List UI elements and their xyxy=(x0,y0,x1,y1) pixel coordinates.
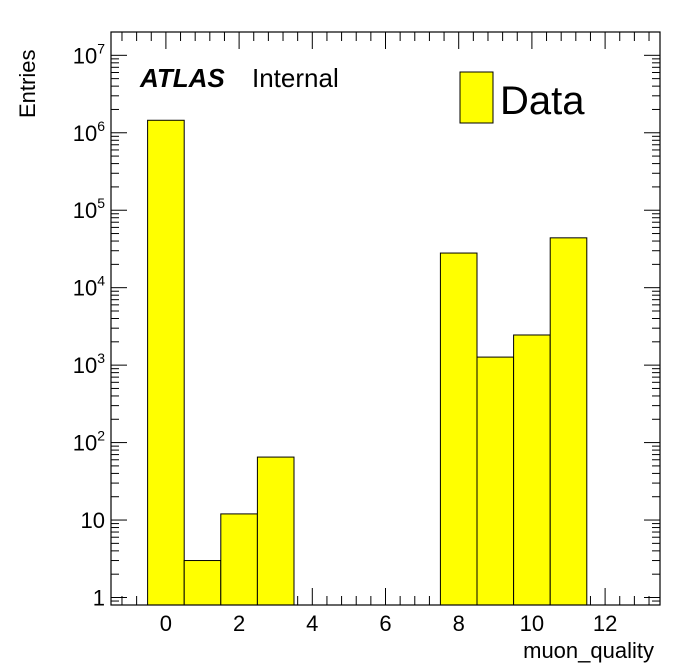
y-tick-label: 104 xyxy=(73,273,105,301)
legend-label: Data xyxy=(500,79,585,123)
histogram-bars xyxy=(147,119,588,606)
histogram-bar xyxy=(147,119,185,606)
histogram-bar xyxy=(439,252,478,606)
y-tick-label: 10 xyxy=(81,508,105,533)
y-tick-label: 102 xyxy=(73,428,105,456)
atlas-brand-text: ATLAS xyxy=(139,63,225,93)
x-tick-labels: 0 2 4 6 8 10 12 xyxy=(160,611,618,636)
histogram-bar xyxy=(476,356,515,606)
histogram-bar xyxy=(549,237,588,606)
x-tick-label: 4 xyxy=(306,611,318,636)
y-tick-label: 103 xyxy=(73,350,105,378)
y-tick-label: 106 xyxy=(73,118,105,146)
y-tick-label: 105 xyxy=(73,195,105,223)
x-tick-label: 12 xyxy=(593,611,617,636)
atlas-label: ATLAS Internal xyxy=(139,63,339,93)
histogram-bar xyxy=(513,334,551,606)
legend: Data xyxy=(459,71,585,124)
atlas-status-text: Internal xyxy=(252,63,339,93)
y-tick-label: 1 xyxy=(93,585,105,610)
y-tick-labels: 1 10 102 103 104 105 106 107 xyxy=(73,40,105,610)
histogram-bar xyxy=(220,513,258,606)
x-axis-title: muon_quality xyxy=(523,638,654,663)
y-tick-label: 107 xyxy=(73,40,105,68)
x-tick-label: 10 xyxy=(520,611,544,636)
x-tick-label: 6 xyxy=(379,611,391,636)
histogram-bar xyxy=(256,456,295,606)
x-tick-label: 2 xyxy=(233,611,245,636)
histogram-bar xyxy=(183,560,222,606)
x-tick-label: 0 xyxy=(160,611,172,636)
y-axis-title: Entries xyxy=(15,50,40,118)
x-tick-label: 8 xyxy=(453,611,465,636)
legend-swatch xyxy=(459,71,494,124)
plot-frame xyxy=(110,31,661,606)
